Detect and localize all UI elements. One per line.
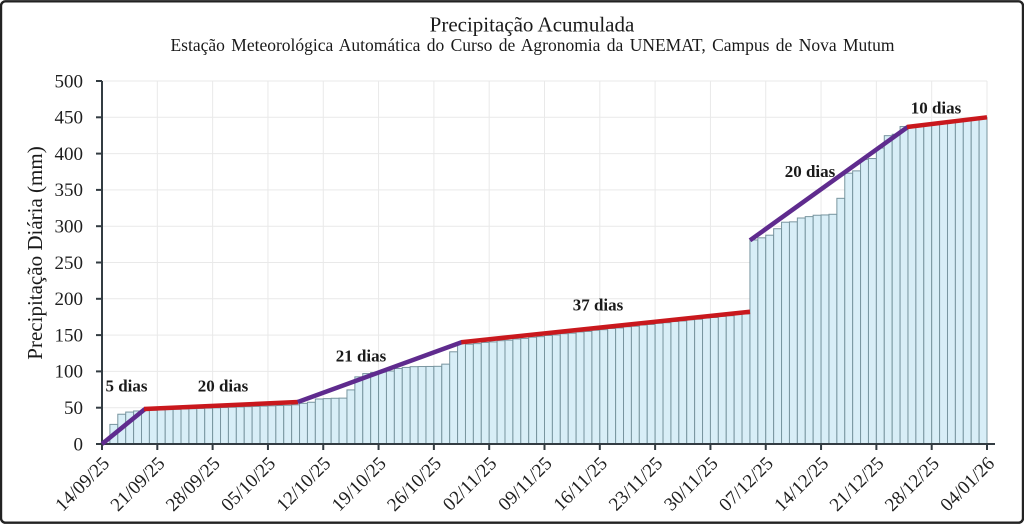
svg-text:500: 500: [55, 71, 84, 92]
svg-text:5 dias: 5 dias: [105, 377, 147, 396]
svg-text:100: 100: [55, 362, 84, 383]
svg-text:Precipitação Diária (mm): Precipitação Diária (mm): [23, 146, 47, 359]
svg-text:21 dias: 21 dias: [336, 347, 387, 366]
svg-text:Estação Meteorológica Automáti: Estação Meteorológica Automática do Curs…: [170, 35, 894, 55]
svg-text:20 dias: 20 dias: [198, 377, 249, 396]
svg-text:Precipitação Acumulada: Precipitação Acumulada: [430, 13, 635, 37]
svg-text:450: 450: [55, 108, 84, 129]
svg-text:250: 250: [55, 253, 84, 274]
svg-text:300: 300: [55, 217, 84, 238]
svg-text:400: 400: [55, 144, 84, 165]
svg-text:0: 0: [74, 434, 84, 455]
svg-text:200: 200: [55, 289, 84, 310]
svg-text:350: 350: [55, 180, 84, 201]
svg-text:10 dias: 10 dias: [911, 99, 962, 118]
svg-text:20 dias: 20 dias: [785, 162, 836, 181]
svg-text:37 dias: 37 dias: [573, 296, 624, 315]
svg-text:150: 150: [55, 325, 84, 346]
svg-text:50: 50: [64, 398, 83, 419]
